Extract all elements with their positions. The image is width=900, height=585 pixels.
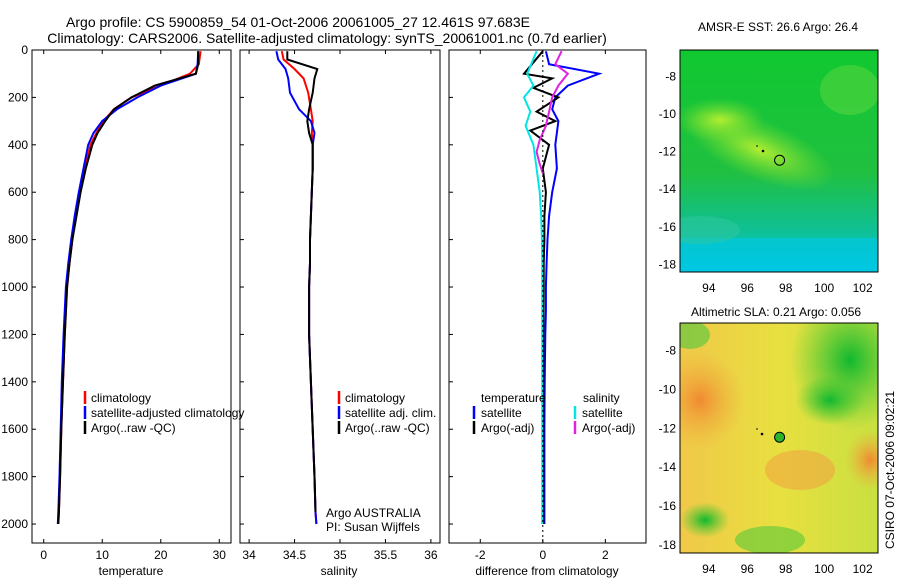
series-line-salinity-satellite <box>522 50 544 524</box>
difference-xlabel: difference from climatology <box>475 564 618 578</box>
x-tick-label: 0 <box>40 548 47 562</box>
map-x-tick-label: 98 <box>779 281 793 295</box>
map-x-tick-label: 100 <box>814 281 834 295</box>
legend-label-argo: Argo(..raw -QC) <box>345 421 430 435</box>
map-y-tick-label: -8 <box>665 343 676 357</box>
float-pi-note: PI: Susan Wijffels <box>326 520 420 534</box>
x-tick-label: 34 <box>242 548 256 562</box>
y-tick-label: 1000 <box>1 280 28 294</box>
map-x-tick-label: 96 <box>741 562 755 576</box>
y-tick-label: 200 <box>8 90 28 104</box>
sst-track-dot <box>761 149 765 153</box>
x-tick-label: 34.5 <box>283 548 307 562</box>
x-tick-label: 20 <box>154 548 168 562</box>
x-tick-label: -2 <box>475 548 486 562</box>
y-tick-label: 1200 <box>1 327 28 341</box>
figure-title-line1: Argo profile: CS 5900859_54 01-Oct-2006 … <box>66 14 530 30</box>
figure-title-line2: Climatology: CARS2006. Satellite-adjuste… <box>47 30 607 46</box>
y-tick-label: 2000 <box>1 517 28 531</box>
map-x-tick-label: 102 <box>853 562 873 576</box>
salinity-series-group <box>275 50 319 525</box>
legend-label-satellite: satellite-adjusted climatology <box>91 406 244 420</box>
credit-stamp: CSIRO 07-Oct-2006 09:02:21 <box>883 391 897 549</box>
sst-map-title: AMSR-E SST: 26.6 Argo: 26.4 <box>698 20 858 34</box>
map-x-tick-label: 94 <box>702 562 716 576</box>
map-x-tick-label: 96 <box>741 281 755 295</box>
difference-legend: temperature salinity satellite Argo(-adj… <box>472 391 635 435</box>
x-tick-label: 30 <box>213 548 227 562</box>
temperature-axes <box>31 49 232 544</box>
sla-track-dot <box>760 432 764 436</box>
legend-salinity-heading: salinity <box>583 391 620 405</box>
map-y-tick-label: -12 <box>659 421 677 435</box>
sla-map-title: Altimetric SLA: 0.21 Argo: 0.056 <box>691 305 861 319</box>
map-y-tick-label: -16 <box>659 499 677 513</box>
map-y-tick-label: -18 <box>659 257 677 271</box>
y-tick-label: 400 <box>8 138 28 152</box>
legend-temperature-heading: temperature <box>481 391 546 405</box>
x-tick-label: 36 <box>424 548 438 562</box>
x-tick-label: 2 <box>602 548 609 562</box>
series-line-salinity-argo-adj <box>535 50 570 174</box>
y-tick-label: 600 <box>8 185 28 199</box>
y-tick-label: 800 <box>8 233 28 247</box>
map-x-tick-label: 100 <box>814 562 834 576</box>
sla-float-marker <box>774 431 786 443</box>
salinity-xlabel: salinity <box>321 564 358 578</box>
y-tick-label: 1400 <box>1 375 28 389</box>
y-tick-label: 1600 <box>1 422 28 436</box>
sst-track-dot <box>756 145 758 147</box>
legend-label-argo: Argo(..raw -QC) <box>91 421 176 435</box>
series-line-temperature-satellite <box>543 50 603 524</box>
sla-map-image <box>680 323 878 553</box>
map-x-tick-label: 102 <box>853 281 873 295</box>
legend-label-climatology: climatology <box>345 391 405 405</box>
sst-map-image <box>680 50 878 272</box>
x-tick-label: 0 <box>539 548 546 562</box>
temperature-legend: climatology satellite-adjusted climatolo… <box>83 391 244 435</box>
y-tick-label: 0 <box>21 43 28 57</box>
map-y-tick-label: -18 <box>659 538 677 552</box>
map-y-tick-label: -16 <box>659 220 677 234</box>
legend-label-temp-argo: Argo(-adj) <box>481 421 534 435</box>
series-line-argo-raw-qc <box>57 51 200 525</box>
difference-series-group <box>522 50 603 524</box>
map-y-tick-label: -8 <box>665 69 676 83</box>
series-line-argo-raw-qc <box>286 51 319 513</box>
salinity-legend: climatology satellite adj. clim. Argo(..… <box>326 391 436 534</box>
float-program-note: Argo AUSTRALIA <box>326 506 421 520</box>
legend-label-sal-satellite: satellite <box>582 406 623 420</box>
difference-axes <box>448 49 647 544</box>
temperature-series-group <box>56 51 202 525</box>
legend-label-satellite: satellite adj. clim. <box>345 406 436 420</box>
sla-track-dot <box>756 428 758 430</box>
x-tick-label: 35 <box>333 548 347 562</box>
map-y-tick-label: -14 <box>659 460 677 474</box>
sla-map-frame <box>679 322 879 554</box>
legend-label-sal-argo: Argo(-adj) <box>582 421 635 435</box>
map-y-tick-label: -10 <box>659 107 677 121</box>
sst-float-marker <box>774 154 786 166</box>
x-tick-label: 35.5 <box>374 548 398 562</box>
map-x-tick-label: 98 <box>779 562 793 576</box>
x-tick-label: 10 <box>96 548 110 562</box>
map-x-tick-label: 94 <box>702 281 716 295</box>
salinity-axes <box>239 49 441 544</box>
legend-label-temp-satellite: satellite <box>481 406 522 420</box>
sst-map-frame <box>679 49 879 273</box>
temperature-xlabel: temperature <box>99 564 164 578</box>
y-tick-label: 1800 <box>1 470 28 484</box>
legend-label-climatology: climatology <box>91 391 151 405</box>
map-y-tick-label: -12 <box>659 145 677 159</box>
map-y-tick-label: -14 <box>659 182 677 196</box>
series-line-temperature-argo-adj <box>522 50 561 524</box>
map-y-tick-label: -10 <box>659 382 677 396</box>
